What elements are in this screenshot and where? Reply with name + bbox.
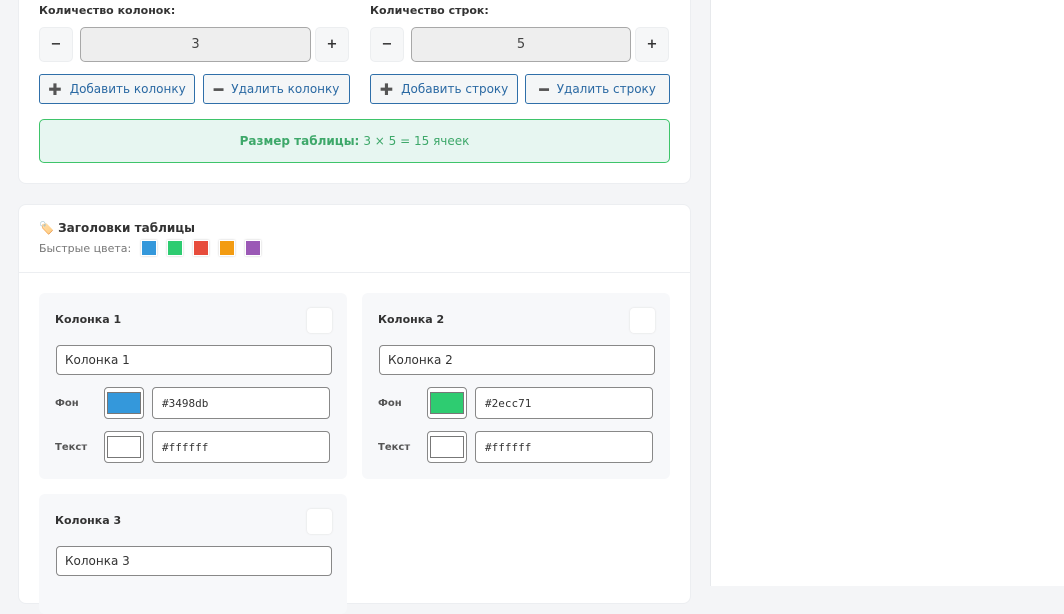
rows-decrement-button[interactable]: − [370, 27, 404, 62]
column-checkbox[interactable] [307, 509, 332, 534]
rows-increment-button[interactable]: + [635, 27, 669, 62]
text-color-picker[interactable] [104, 431, 144, 463]
plus-icon: ✚ [379, 79, 394, 99]
column-name-input[interactable]: Колонка 3 [56, 546, 332, 576]
column-name-input[interactable]: Колонка 1 [56, 345, 332, 375]
text-color-picker[interactable] [427, 431, 467, 463]
table-size-value: 3 × 5 = 15 ячеек [363, 134, 470, 148]
column-header-card: Колонка 3 Колонка 3 [39, 494, 347, 614]
table-size-summary: Размер таблицы: 3 × 5 = 15 ячеек [39, 119, 670, 163]
plus-icon: ✚ [48, 79, 62, 99]
quick-color-purple[interactable] [245, 240, 262, 256]
headers-title: 🏷️ Заголовки таблицы [39, 221, 195, 235]
column-header-card: Колонка 1 Колонка 1 Фон #3498db Текст #ffff… [39, 293, 347, 479]
bg-color-row: Фон #2ecc71 [378, 387, 653, 419]
column-title: Колонка 3 [55, 514, 122, 527]
quick-colors: Быстрые цвета: [39, 240, 262, 256]
text-color-swatch [107, 436, 141, 458]
column-title: Колонка 1 [55, 313, 122, 326]
column-checkbox[interactable] [630, 308, 655, 333]
bg-label: Фон [378, 397, 402, 409]
tag-icon: 🏷️ [39, 221, 54, 235]
bg-hex-input[interactable]: #2ecc71 [475, 387, 653, 419]
text-label: Текст [378, 441, 411, 453]
text-label: Текст [55, 441, 88, 453]
add-column-label: Добавить колонку [69, 82, 186, 96]
columns-increment-button[interactable]: + [315, 27, 349, 62]
quick-color-red[interactable] [193, 240, 210, 256]
bg-color-picker[interactable] [104, 387, 144, 419]
quick-color-green[interactable] [167, 240, 184, 256]
bg-label: Фон [55, 397, 79, 409]
bg-color-picker[interactable] [427, 387, 467, 419]
remove-row-label: Удалить строку [556, 82, 656, 96]
minus-icon: ━ [539, 79, 549, 99]
quick-colors-label: Быстрые цвета: [39, 241, 132, 255]
divider [18, 272, 691, 273]
columns-count-label: Количество колонок: [39, 4, 176, 17]
add-row-button[interactable]: ✚ Добавить строку [370, 74, 518, 104]
quick-color-blue[interactable] [141, 240, 158, 256]
remove-column-button[interactable]: ━ Удалить колонку [203, 74, 350, 104]
rows-count-label: Количество строк: [370, 4, 489, 17]
column-checkbox[interactable] [307, 308, 332, 333]
text-hex-input[interactable]: #ffffff [475, 431, 653, 463]
quick-color-orange[interactable] [219, 240, 236, 256]
text-color-swatch [430, 436, 464, 458]
columns-decrement-button[interactable]: − [39, 27, 73, 62]
add-column-button[interactable]: ✚ Добавить колонку [39, 74, 195, 104]
column-header-card: Колонка 2 Колонка 2 Фон #2ecc71 Текст #ffff… [362, 293, 670, 479]
headers-title-text: Заголовки таблицы [58, 221, 196, 235]
text-color-row: Текст #ffffff [378, 431, 653, 463]
table-size-label: Размер таблицы: [239, 134, 360, 148]
remove-row-button[interactable]: ━ Удалить строку [525, 74, 670, 104]
add-row-label: Добавить строку [401, 82, 509, 96]
bg-color-row: Фон #3498db [55, 387, 330, 419]
column-title: Колонка 2 [378, 313, 445, 326]
bg-color-swatch [430, 392, 464, 414]
text-hex-input[interactable]: #ffffff [152, 431, 330, 463]
columns-count-input[interactable]: 3 [80, 27, 311, 62]
rows-count-input[interactable]: 5 [411, 27, 631, 62]
bg-color-swatch [107, 392, 141, 414]
bg-hex-input[interactable]: #3498db [152, 387, 330, 419]
minus-icon: ━ [213, 79, 224, 99]
preview-panel [710, 0, 1064, 586]
text-color-row: Текст #ffffff [55, 431, 330, 463]
column-name-input[interactable]: Колонка 2 [379, 345, 655, 375]
remove-column-label: Удалить колонку [231, 82, 340, 96]
